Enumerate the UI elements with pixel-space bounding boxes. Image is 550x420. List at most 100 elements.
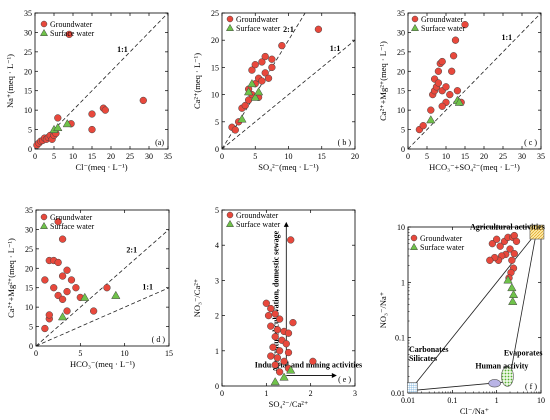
x-tick-label: 0 [33, 152, 37, 161]
groundwater-point [264, 311, 273, 320]
panel-c-chart: 0 5 10 15 20 25 30 35 0 5 10 15 20 25 30 35 HCO₃⁻+SO₄²⁻(… [378, 9, 545, 172]
groundwater-point [88, 110, 96, 118]
surface-water-point [508, 289, 519, 299]
surface-water-point [454, 97, 464, 106]
groundwater-point [448, 67, 456, 75]
y-tick-label: 5 [215, 206, 219, 215]
groundwater-point [496, 242, 504, 250]
groundwater-point [282, 340, 290, 348]
groundwater-point [231, 126, 239, 134]
legend-groundwater-label: Groundwater [421, 15, 464, 24]
y-axis-title: Ca²⁺+Mg²⁺(meq · L⁻¹) [378, 41, 388, 121]
legend-surface-marker [39, 221, 49, 229]
groundwater-point [89, 307, 98, 315]
groundwater-point [72, 284, 80, 292]
x-tick-label: 10 [69, 152, 77, 161]
y-tick-label: 5 [28, 126, 32, 135]
groundwater-point [284, 329, 293, 337]
x-tick-label: 15 [318, 152, 326, 161]
groundwater-point [506, 245, 514, 253]
y-tick-label: 0 [29, 342, 33, 351]
y-tick-label: 35 [25, 206, 33, 215]
x-tick-label: 10 [537, 396, 545, 405]
x-tick-label: 0.1 [447, 396, 457, 405]
x-tick-label: 25 [499, 152, 507, 161]
groundwater-point [139, 96, 147, 105]
y-tick-label: 0 [401, 145, 405, 154]
x-tick-label: 5 [52, 152, 56, 161]
groundwater-point [41, 276, 49, 284]
x-axis-title: SO₄²⁻/Ca²⁺ [269, 399, 309, 409]
surface-water-point [62, 119, 72, 128]
legend-groundwater-marker [226, 15, 234, 23]
y-tick-label: 10 [25, 303, 33, 312]
groundwater-point [512, 237, 521, 246]
y-tick-label: 20 [25, 264, 33, 273]
y-tick-label: 10 [397, 106, 405, 115]
x-tick-label: 10 [285, 152, 293, 161]
surface-water-point [253, 87, 264, 96]
x-tick-label: 3 [353, 389, 357, 398]
y-tick-label: 2 [215, 312, 219, 321]
mixing-line-right [508, 232, 537, 382]
surface-water-point [53, 122, 63, 132]
legend-groundwater-marker [411, 15, 419, 23]
x-tick-label: 0 [220, 152, 224, 161]
y-axis-title: Na⁺(meq · L⁻¹) [5, 54, 15, 108]
x-tick-label: 30 [145, 152, 153, 161]
y-tick-label: 25 [211, 9, 219, 18]
ref-line-1-1 [407, 12, 542, 150]
groundwater-point [267, 304, 275, 313]
ref-line-label: 1:1 [330, 44, 341, 53]
groundwater-point [262, 299, 270, 307]
y-tick-label: 30 [397, 28, 405, 37]
legend-groundwater-marker [410, 234, 418, 242]
panel-label: ( e ) [338, 375, 351, 384]
groundwater-point [58, 235, 67, 243]
groundwater-point [275, 368, 284, 376]
annotation-evaporates: Evaporates [504, 348, 543, 357]
panel-e-chart: 0 1 2 3 0 1 2 3 4 5 SO₄²⁻/Ca²⁺ NO₃⁻/Ca²⁺ Agricultura… [192, 206, 362, 409]
legend-surface-label: Surface water [236, 24, 281, 33]
groundwater-point [63, 307, 71, 315]
groundwater-point [271, 361, 279, 369]
y-tick-label: 3 [215, 276, 219, 285]
legend-groundwater-label: Groundwater [420, 234, 463, 243]
x-tick-label: 0 [406, 152, 410, 161]
plot-frame [407, 226, 542, 394]
groundwater-point [453, 87, 462, 95]
y-tick-label: 10 [211, 91, 219, 100]
annotation-agricultural-sewage: Agricultural cultivation, domestic sewag… [272, 230, 281, 372]
panel-label: ( d ) [152, 335, 166, 344]
legend-surface-label: Surface water [50, 222, 95, 231]
groundwater-point [438, 102, 446, 110]
groundwater-point [314, 25, 323, 33]
legend-surface-label: Surface water [420, 243, 465, 252]
annotation-silicates: Silicates [409, 354, 437, 363]
surface-water-point [250, 92, 260, 101]
groundwater-point [442, 83, 450, 91]
x-tick-label: 20 [480, 152, 488, 161]
x-tick-label: 5 [253, 152, 257, 161]
y-tick-label: 30 [25, 225, 33, 234]
legend-groundwater-marker [40, 213, 48, 221]
agricultural-zone [529, 224, 545, 240]
y-tick-label: 20 [24, 67, 32, 76]
annotation-industrial-mining: Industrial and mining activities [255, 361, 362, 370]
surface-water-point [57, 312, 68, 321]
groundwater-point [419, 122, 427, 130]
groundwater-point [88, 125, 96, 134]
surface-water-point [80, 292, 90, 301]
y-tick-label: 1 [401, 278, 405, 287]
groundwater-point [271, 333, 279, 341]
legend-surface-marker [39, 28, 49, 36]
y-tick-label: 0.01 [391, 389, 405, 398]
ref-line-label: 1:1 [501, 33, 512, 42]
groundwater-point [58, 272, 67, 280]
groundwater-point [275, 315, 284, 323]
panel-f-chart: 0.01 0.1 1 10 0.01 0.1 1 10 Cl⁻/Na⁺ NO₃⁻/Na⁺ Agric… [378, 223, 545, 416]
y-tick-label: 1 [215, 347, 219, 356]
surface-water-point [243, 87, 254, 96]
groundwater-point [508, 256, 516, 264]
y-tick-label: 25 [24, 48, 32, 57]
